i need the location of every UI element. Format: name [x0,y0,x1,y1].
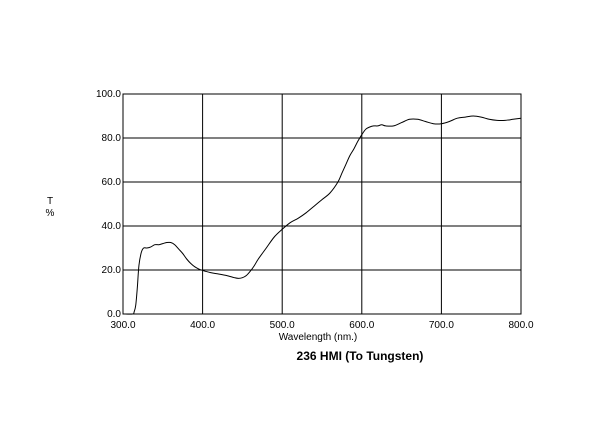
y-tick-label: 20.0 [102,265,122,276]
y-tick-label: 60.0 [102,177,122,188]
y-tick-label: 80.0 [102,133,122,144]
y-axis-label: T [47,196,53,207]
x-tick-label: 300.0 [110,320,135,331]
x-tick-label: 400.0 [190,320,215,331]
y-tick-label: 40.0 [102,221,122,232]
x-tick-label: 800.0 [508,320,533,331]
plot-frame [122,93,522,315]
x-tick-label: 500.0 [270,320,295,331]
y-axis-label-unit: % [46,208,55,219]
y-tick-label: 0.0 [107,309,121,320]
y-tick-label: 100.0 [96,89,121,100]
x-tick-labels: 300.0 400.0 500.0 600.0 700.0 800.0 [110,320,533,331]
y-tick-labels: 0.0 20.0 40.0 60.0 80.0 100.0 [96,89,121,320]
x-tick-label: 600.0 [349,320,374,331]
x-tick-label: 700.0 [429,320,454,331]
chart-title: 236 HMI (To Tungsten) [297,349,424,363]
series-line [122,115,522,315]
grid-lines [122,93,522,315]
x-axis-label: Wavelength (nm.) [279,332,358,343]
